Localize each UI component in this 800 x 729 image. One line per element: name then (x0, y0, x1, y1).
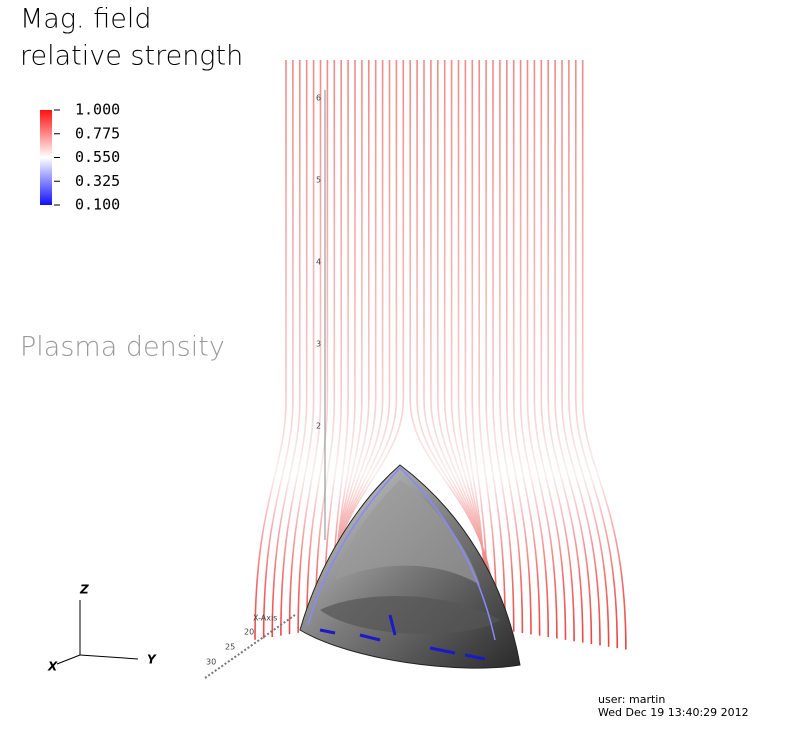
z-tick-label: 4 (316, 258, 321, 267)
field-line (314, 60, 336, 631)
x-axis (204, 614, 296, 679)
field-line (254, 60, 287, 640)
triad-z: Z (79, 583, 89, 597)
field-line (561, 60, 601, 646)
field-line (262, 60, 294, 639)
z-tick-label: 2 (316, 422, 321, 431)
axis-triad: Z Y X (47, 583, 157, 674)
legend: Mag. field relative strength (20, 4, 243, 205)
legend-tick-label: 0.100 (75, 196, 120, 214)
field-line (506, 60, 532, 635)
field-line (485, 60, 506, 631)
field-line (519, 60, 550, 638)
legend-tick-label: 0.325 (75, 172, 120, 190)
field-line (526, 60, 558, 639)
field-line (554, 60, 593, 645)
x-tick-label: 20 (244, 628, 254, 637)
field-line (271, 60, 301, 638)
x-tick-label: 30 (206, 658, 216, 667)
color-bar (40, 110, 52, 205)
field-line (540, 60, 575, 642)
field-line (478, 60, 498, 629)
field-line (499, 60, 524, 633)
z-tick-label: 5 (316, 176, 321, 185)
field-line (581, 60, 627, 650)
field-line (297, 60, 322, 633)
user: user: martin (598, 693, 665, 706)
field-line (305, 60, 329, 632)
legend-tick-label: 0.775 (75, 124, 120, 142)
field-line (288, 60, 315, 635)
field-line (547, 60, 584, 643)
triad-x: X (47, 660, 58, 674)
subtitle: Plasma density (20, 332, 225, 363)
field-line (492, 60, 515, 632)
date: Wed Dec 19 13:40:29 2012 (598, 706, 749, 719)
z-tick-label: 6 (316, 94, 321, 103)
plasma-surface (299, 464, 521, 669)
title-line: relative strength (20, 41, 243, 72)
triad-y: Y (147, 653, 157, 667)
legend-tick-label: 0.550 (75, 148, 120, 166)
x-axis-label: X-Axis (253, 614, 277, 623)
z-tick-label: 3 (316, 340, 321, 349)
legend-tick-label: 1.000 (75, 101, 120, 119)
x-tick-label: 25 (225, 643, 235, 652)
field-line (575, 60, 619, 649)
field-line (568, 60, 610, 647)
title-line: Mag. field (20, 4, 151, 35)
field-line (533, 60, 567, 640)
field-line (280, 60, 308, 636)
field-line (512, 60, 541, 636)
